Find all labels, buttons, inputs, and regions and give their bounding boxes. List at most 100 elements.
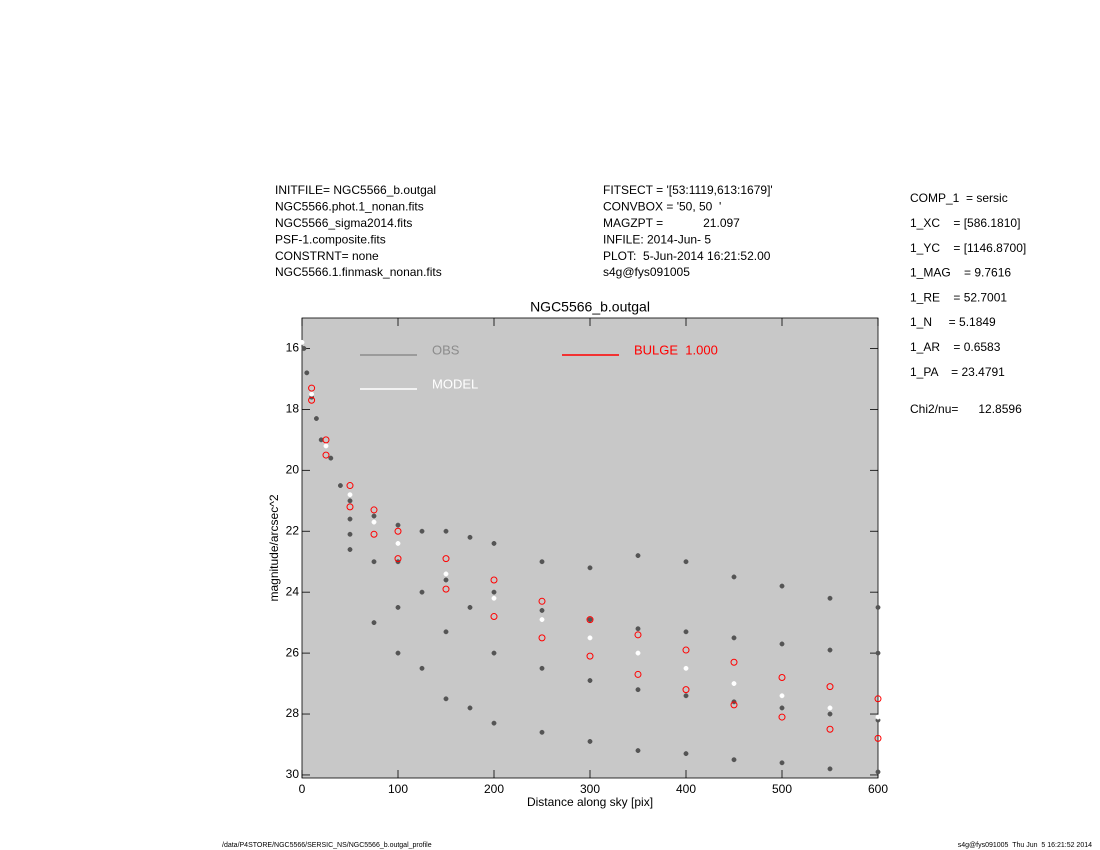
data-point — [635, 553, 641, 559]
data-point — [346, 503, 354, 511]
data-point — [419, 589, 425, 595]
data-point — [299, 339, 305, 345]
y-tick-label: 26 — [286, 645, 300, 659]
data-point — [322, 451, 330, 459]
data-point — [328, 455, 334, 461]
data-point — [587, 617, 593, 623]
data-point — [347, 492, 353, 498]
x-tick-label: 100 — [388, 782, 408, 796]
data-point — [491, 540, 497, 546]
y-tick-label: 24 — [286, 584, 300, 598]
data-point — [539, 559, 545, 565]
y-axis-label: magnitude/arcsec^2 — [267, 494, 281, 601]
legend-label: BULGE 1.000 — [634, 342, 718, 357]
fit-parameter: 1_PA = 23.4791 — [910, 365, 1005, 379]
header-middle-line: s4g@fys091005 — [603, 265, 690, 279]
y-tick-label: 28 — [286, 706, 300, 720]
data-point — [586, 652, 594, 660]
data-point — [827, 766, 833, 772]
data-point — [395, 650, 401, 656]
data-point — [875, 604, 881, 610]
data-point — [683, 751, 689, 757]
legend-label: OBS — [432, 342, 460, 357]
data-point — [322, 436, 330, 444]
x-tick-label: 500 — [772, 782, 792, 796]
data-point — [778, 713, 786, 721]
data-point — [779, 641, 785, 647]
data-point — [491, 650, 497, 656]
x-tick-label: 200 — [484, 782, 504, 796]
data-point — [490, 613, 498, 621]
x-axis-label: Distance along sky [pix] — [527, 795, 653, 809]
x-tick-label: 600 — [868, 782, 888, 796]
data-point — [683, 559, 689, 565]
data-point — [370, 530, 378, 538]
data-point — [419, 665, 425, 671]
data-point — [467, 534, 473, 540]
data-point — [587, 738, 593, 744]
data-point — [371, 513, 377, 519]
data-point — [683, 693, 689, 699]
data-point — [347, 531, 353, 537]
y-tick-label: 18 — [286, 402, 300, 416]
x-tick-label: 300 — [580, 782, 600, 796]
data-point — [309, 391, 315, 397]
fit-parameter: 1_N = 5.1849 — [910, 315, 996, 329]
data-point — [731, 635, 737, 641]
data-point — [827, 647, 833, 653]
y-tick-label: 22 — [286, 523, 300, 537]
data-point — [443, 571, 449, 577]
data-point — [587, 565, 593, 571]
header-middle-line: MAGZPT = 21.097 — [603, 216, 740, 230]
y-tick-label: 30 — [286, 767, 300, 781]
data-point — [683, 665, 689, 671]
data-point — [634, 670, 642, 678]
data-point — [586, 616, 594, 624]
data-point — [371, 519, 377, 525]
data-point — [308, 396, 316, 404]
data-point — [635, 748, 641, 754]
fit-parameter: 1_AR = 0.6583 — [910, 340, 1001, 354]
data-point — [301, 346, 307, 351]
data-point — [635, 687, 641, 693]
data-point — [337, 483, 343, 488]
data-point — [539, 608, 545, 613]
data-point — [587, 635, 593, 641]
data-point — [779, 760, 785, 766]
data-point — [394, 555, 402, 563]
data-point — [490, 576, 498, 584]
header-left-line: NGC5566_sigma2014.fits — [275, 216, 412, 230]
data-point — [827, 711, 833, 717]
data-point — [875, 714, 881, 720]
header-left-line: NGC5566.1.finmask_nonan.fits — [275, 265, 442, 279]
data-point — [395, 540, 401, 546]
fit-parameter: 1_MAG = 9.7616 — [910, 266, 1011, 280]
data-point — [682, 686, 690, 694]
data-point — [395, 522, 401, 528]
header-left-line: PSF-1.composite.fits — [275, 232, 386, 246]
chart-title: NGC5566_b.outgal — [530, 299, 650, 315]
fit-parameter: 1_RE = 52.7001 — [910, 290, 1007, 304]
header-middle-line: INFILE: 2014-Jun- 5 — [603, 232, 711, 246]
y-tick-label: 16 — [286, 341, 300, 355]
header-left-line: CONSTRNT= none — [275, 249, 379, 263]
data-point — [395, 604, 401, 610]
footer-stamp: s4g@fys091005 Thu Jun 5 16:21:52 2014 — [958, 842, 1092, 849]
footer-path: /data/P4STORE/NGC5566/SERSIC_NS/NGC5566_… — [222, 842, 432, 849]
data-point — [304, 370, 310, 376]
data-point — [467, 705, 473, 711]
data-point — [826, 683, 834, 691]
fit-parameter: 1_XC = [586.1810] — [910, 216, 1020, 230]
data-point — [539, 665, 545, 671]
data-point — [538, 597, 546, 605]
data-point — [731, 757, 737, 763]
fit-parameter: 1_YC = [1146.8700] — [910, 241, 1026, 255]
data-point — [443, 528, 449, 534]
data-point — [442, 555, 450, 563]
data-point — [491, 595, 497, 601]
data-point — [347, 516, 353, 522]
header-middle-line: PLOT: 5-Jun-2014 16:21:52.00 — [603, 249, 771, 263]
data-point — [308, 384, 316, 392]
data-point — [730, 701, 738, 709]
